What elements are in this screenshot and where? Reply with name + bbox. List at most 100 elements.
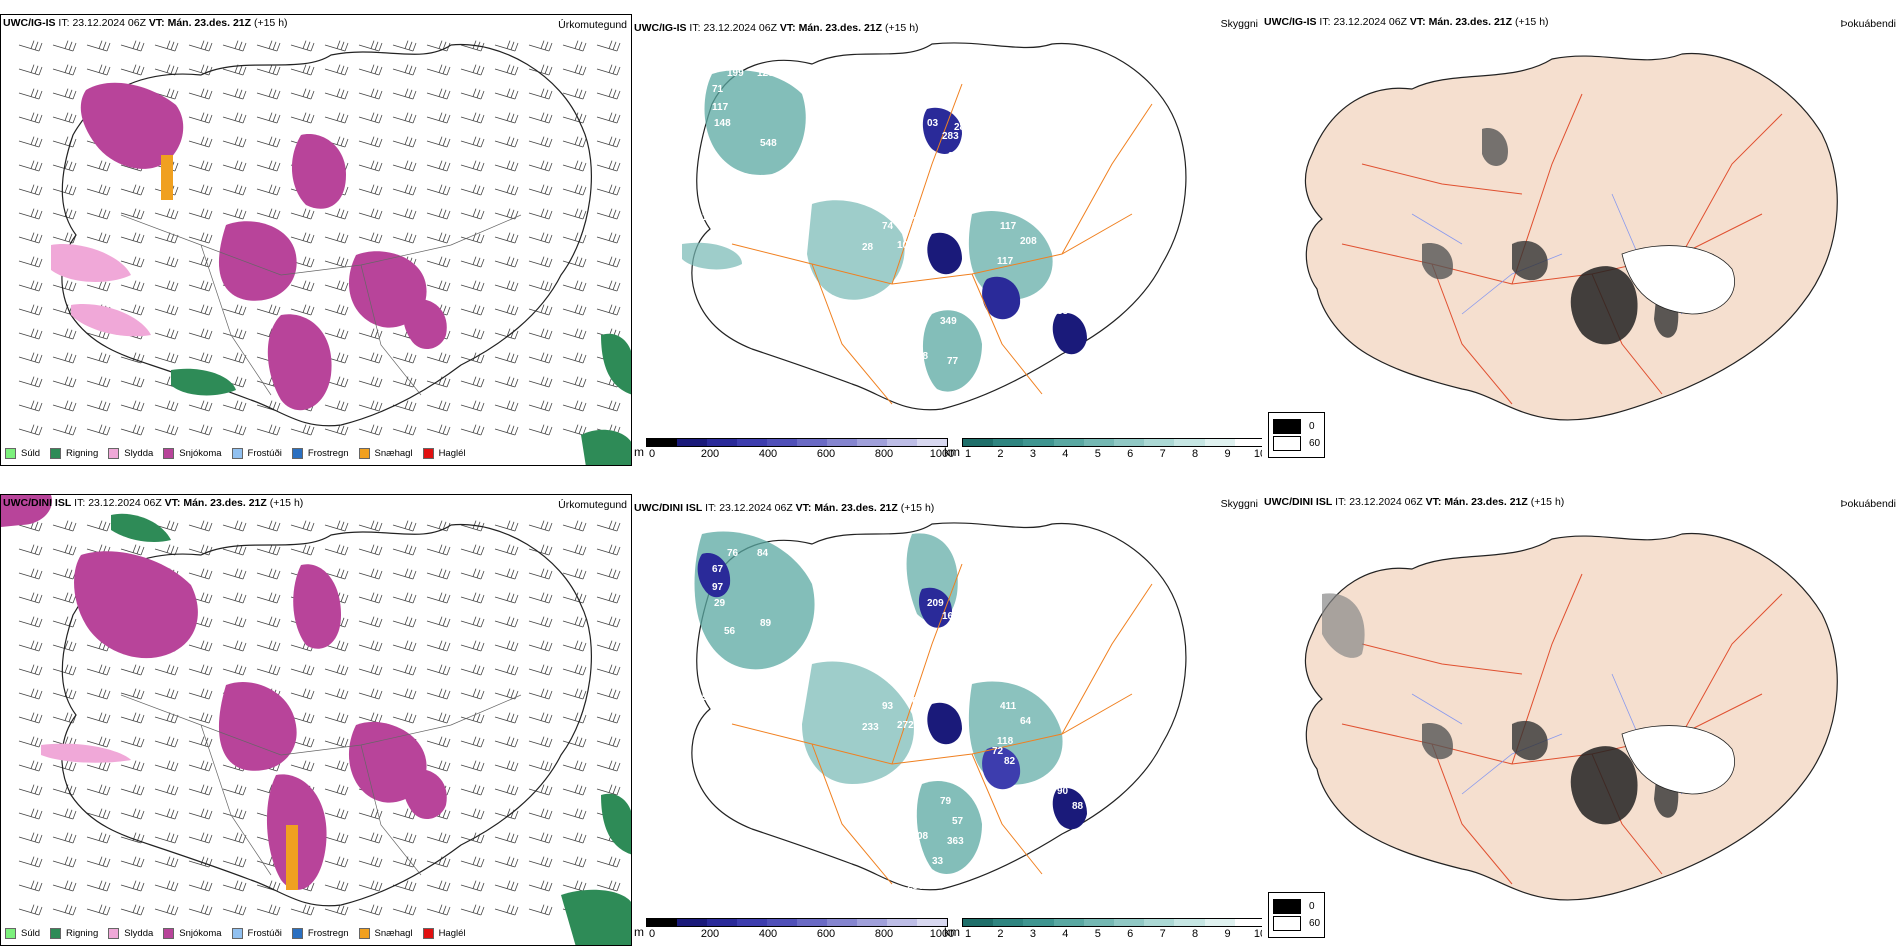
- wind-barb-shaft: [120, 812, 142, 820]
- wind-barb-flag: [480, 546, 485, 556]
- wind-barb-shaft: [188, 332, 210, 340]
- wind-barb-shaft: [256, 644, 278, 652]
- wind-barb-flag: [276, 642, 281, 652]
- wind-barb-flag: [548, 738, 553, 748]
- wind-barb-flag: [234, 112, 239, 121]
- colorbar-tick: 200: [700, 448, 720, 460]
- wind-barb-flag: [72, 834, 77, 844]
- wind-barb-flag: [98, 400, 103, 409]
- ceiling-label: 411: [1000, 701, 1017, 712]
- wind-barb-flag: [208, 666, 213, 676]
- fog-blob-2: [1570, 746, 1638, 825]
- wind-barb-shaft: [18, 356, 40, 364]
- wind-barb-flag: [170, 521, 175, 530]
- wind-barb-flag: [102, 905, 107, 914]
- ceiling-bar-cells: [646, 438, 948, 447]
- wind-barb-flag: [574, 112, 579, 121]
- rain-area-4: [111, 513, 171, 542]
- wind-barb-flag: [548, 210, 553, 220]
- ceiling-label: 251: [948, 151, 965, 162]
- wind-barb-flag: [582, 546, 587, 556]
- wind-barb-flag: [336, 40, 341, 49]
- wind-barb-flag: [72, 330, 77, 340]
- wind-barb-shaft: [392, 692, 414, 700]
- wind-barb-flag: [302, 664, 307, 673]
- wind-barb-shaft: [18, 404, 40, 412]
- wind-barb-flag: [238, 209, 243, 218]
- colorbar-cell: [1114, 439, 1145, 446]
- wind-barb-flag: [404, 424, 409, 433]
- wind-barb-flag: [404, 880, 409, 889]
- wind-barb-flag: [574, 88, 579, 97]
- wind-barb-flag: [404, 832, 409, 841]
- wind-barb-flag: [472, 400, 477, 409]
- wind-barb-flag: [106, 378, 111, 388]
- wind-barb-shaft: [494, 164, 516, 172]
- wind-barb-shaft: [188, 740, 210, 748]
- wind-barb-flag: [476, 185, 481, 194]
- wind-barb-flag: [548, 138, 553, 148]
- wind-barb-flag: [102, 65, 107, 74]
- wind-barb-flag: [404, 808, 409, 817]
- wind-barb-flag: [370, 208, 375, 217]
- wind-barb-shaft: [18, 764, 40, 772]
- wind-barb-flag: [208, 882, 213, 892]
- wind-barb-flag: [166, 856, 171, 865]
- wind-barb-flag: [242, 186, 247, 196]
- ceiling-label: 89: [760, 618, 772, 629]
- colorbar-cell: [887, 919, 917, 926]
- wind-barb-shaft: [324, 908, 346, 916]
- wind-barb-flag: [200, 904, 205, 913]
- precip-panel-top: UWC/IG-IS IT: 23.12.2024 06Z VT: Mán. 23…: [0, 14, 632, 466]
- wind-barb-flag: [608, 544, 613, 553]
- wind-barb-flag: [510, 209, 515, 218]
- wind-barb-flag: [68, 209, 73, 218]
- wind-barb-flag: [374, 521, 379, 530]
- wind-barb-flag: [582, 618, 587, 628]
- wind-barb-flag: [136, 257, 141, 266]
- wind-barb-flag: [344, 594, 349, 604]
- wind-barb-flag: [506, 376, 511, 385]
- wind-barb-flag: [200, 712, 205, 721]
- wind-barb-flag: [272, 617, 277, 626]
- wind-barb-shaft: [460, 548, 482, 556]
- wind-barb-flag: [442, 713, 447, 722]
- wind-barb-flag: [446, 162, 451, 172]
- ceiling-label: 233: [862, 722, 879, 733]
- wind-barb-flag: [102, 377, 107, 386]
- wind-barb-flag: [578, 857, 583, 866]
- wind-barb-shaft: [460, 284, 482, 292]
- wind-barb-shaft: [52, 524, 74, 532]
- wind-barb-flag: [438, 40, 443, 49]
- wind-barb-flag: [374, 569, 379, 578]
- wind-barb-shaft: [358, 164, 380, 172]
- wind-barb-flag: [544, 353, 549, 362]
- wind-barb-flag: [242, 426, 247, 436]
- wind-barb-flag: [378, 90, 383, 100]
- wind-barb-shaft: [460, 764, 482, 772]
- colorbar-cell: [737, 919, 767, 926]
- wind-barb-flag: [208, 90, 213, 100]
- wind-barb-flag: [578, 881, 583, 890]
- wind-barb-shaft: [222, 572, 244, 580]
- wind-barb-flag: [68, 641, 73, 650]
- wind-barb-shaft: [596, 788, 618, 796]
- wind-barb-flag: [268, 904, 273, 913]
- wind-barb-flag: [30, 832, 35, 841]
- fog-panel-top: UWC/IG-IS IT: 23.12.2024 06Z VT: Mán. 23…: [1262, 14, 1900, 466]
- wind-barb-shaft: [562, 428, 584, 436]
- wind-barb-flag: [98, 832, 103, 841]
- wind-barb-flag: [242, 402, 247, 412]
- wind-barb-shaft: [222, 764, 244, 772]
- colorbar-cell: [1053, 439, 1084, 446]
- colorbar-tick: 5: [1094, 928, 1101, 940]
- wind-barb-flag: [208, 810, 213, 820]
- wind-barb-flag: [30, 640, 35, 649]
- wind-barb-flag: [506, 760, 511, 769]
- wind-barb-flag: [238, 809, 243, 818]
- wind-barb-shaft: [358, 188, 380, 196]
- wind-barb-flag: [238, 353, 243, 362]
- wind-barb-flag: [438, 256, 443, 265]
- wind-barb-flag: [446, 402, 451, 412]
